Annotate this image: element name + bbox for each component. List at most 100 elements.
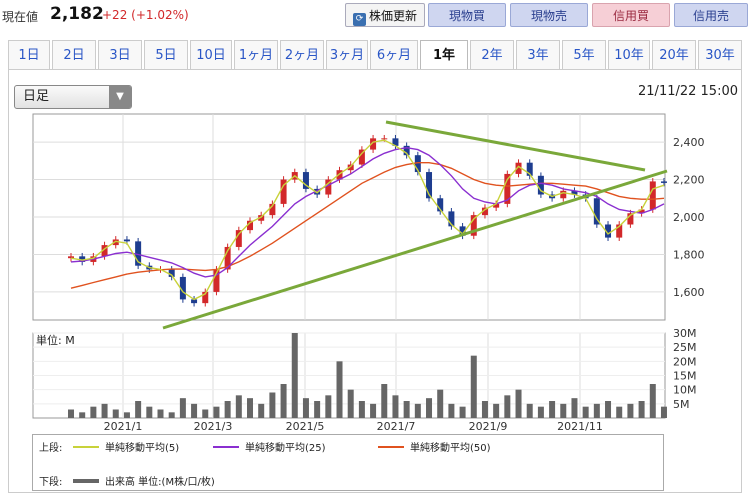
candle-body xyxy=(302,172,309,189)
candle-body xyxy=(515,162,522,174)
candle-body xyxy=(660,181,667,183)
volume-bar xyxy=(291,333,298,418)
chevron-down-icon: ▼ xyxy=(109,86,131,108)
price-tick-label: 2,000 xyxy=(673,211,705,224)
candle-body xyxy=(448,211,455,227)
cash-sell-button[interactable]: 現物売 xyxy=(510,3,588,27)
candle-body xyxy=(213,269,220,292)
candle-body xyxy=(381,138,388,140)
legend-sma50: 単純移動平均(50) xyxy=(378,439,491,454)
volume-bar xyxy=(358,401,365,418)
tab-period-14[interactable]: 20年 xyxy=(652,40,696,70)
candle-body xyxy=(191,299,198,304)
legend-lower-label: 下段: xyxy=(39,477,63,488)
candle-body xyxy=(247,220,254,231)
candle-body xyxy=(638,209,645,214)
candle-body xyxy=(79,256,86,262)
volume-bar xyxy=(247,398,254,418)
tab-period-2[interactable]: 3日 xyxy=(98,40,142,70)
candle-body xyxy=(336,170,343,180)
x-tick-label: 2021/1 xyxy=(104,420,143,433)
x-tick-label: 2021/11 xyxy=(557,420,603,433)
price-tick-label: 2,200 xyxy=(673,174,705,187)
candle-body xyxy=(370,138,377,150)
candle-body xyxy=(224,246,231,270)
current-price-label: 現在値 xyxy=(2,10,39,24)
candle-body xyxy=(470,215,477,236)
tab-period-13[interactable]: 10年 xyxy=(608,40,650,70)
volume-bar xyxy=(459,406,466,418)
volume-bar xyxy=(537,406,544,418)
margin-buy-button[interactable]: 信用買 xyxy=(592,3,670,27)
volume-bar xyxy=(135,401,142,418)
candle-body xyxy=(414,155,421,173)
sma5-line xyxy=(70,139,665,301)
volume-bar xyxy=(605,401,612,418)
volume-bar xyxy=(515,389,522,418)
cash-buy-button[interactable]: 現物買 xyxy=(428,3,506,27)
tab-period-0[interactable]: 1日 xyxy=(8,40,50,70)
candle-body xyxy=(101,245,108,257)
support-trendline xyxy=(162,169,668,330)
volume-bar xyxy=(347,389,354,418)
price-tick-label: 1,800 xyxy=(673,248,705,261)
volume-bar xyxy=(571,398,578,418)
candle-body xyxy=(68,256,74,259)
sma50-swatch xyxy=(378,446,404,448)
volume-bar xyxy=(90,406,97,418)
candle-body xyxy=(537,175,544,195)
volume-tick-label: 20M xyxy=(673,355,697,368)
volume-bar xyxy=(269,392,276,418)
volume-bar xyxy=(224,401,231,418)
candle-body xyxy=(325,179,332,195)
candle-body xyxy=(437,198,444,212)
candle-body xyxy=(593,198,600,225)
volume-bar xyxy=(202,409,209,418)
tab-period-5[interactable]: 1ヶ月 xyxy=(234,40,278,70)
volume-bar xyxy=(392,395,399,418)
price-tick-label: 2,400 xyxy=(673,136,705,149)
refresh-price-button[interactable]: ⟳ 株価更新 xyxy=(345,3,425,27)
interval-select[interactable]: 日足 ▼ xyxy=(14,85,132,109)
quote-header: 現在値 2,182 +22 (+1.02%) ⟳ 株価更新 現物買 現物売 信用買… xyxy=(0,0,750,32)
volume-bar xyxy=(616,406,623,418)
volume-bar xyxy=(582,406,589,418)
tab-period-7[interactable]: 3ヶ月 xyxy=(326,40,368,70)
margin-sell-button[interactable]: 信用売 xyxy=(674,3,748,27)
volume-bar xyxy=(325,395,332,418)
tab-period-11[interactable]: 3年 xyxy=(516,40,560,70)
legend-sma25-label: 単純移動平均(25) xyxy=(245,443,326,454)
tab-period-10[interactable]: 2年 xyxy=(470,40,514,70)
volume-tick-label: 15M xyxy=(673,370,697,383)
volume-bar xyxy=(68,409,74,418)
tab-period-15[interactable]: 30年 xyxy=(698,40,742,70)
volume-bar xyxy=(157,409,164,418)
candle-body xyxy=(616,224,623,238)
volume-bar xyxy=(638,401,645,418)
x-tick-label: 2021/5 xyxy=(286,420,325,433)
tab-period-8[interactable]: 6ヶ月 xyxy=(370,40,418,70)
tab-period-1[interactable]: 2日 xyxy=(52,40,96,70)
candle-body xyxy=(179,276,186,300)
tab-period-12[interactable]: 5年 xyxy=(562,40,606,70)
volume-swatch xyxy=(73,479,99,483)
candle-body xyxy=(426,172,433,199)
volume-bar xyxy=(448,403,455,418)
tab-period-3[interactable]: 5日 xyxy=(144,40,188,70)
tab-period-6[interactable]: 2ヶ月 xyxy=(280,40,324,70)
tab-period-9[interactable]: 1年 xyxy=(420,40,468,70)
candle-body xyxy=(135,241,142,266)
candle-body xyxy=(504,173,511,204)
legend-sma50-label: 単純移動平均(50) xyxy=(410,443,491,454)
volume-bar xyxy=(191,403,198,418)
x-tick-label: 2021/9 xyxy=(469,420,508,433)
volume-bar xyxy=(649,384,656,418)
sma25-line xyxy=(70,146,665,278)
candle-body xyxy=(123,239,130,242)
volume-tick-label: 25M xyxy=(673,341,697,354)
tab-period-4[interactable]: 10日 xyxy=(190,40,232,70)
candle-body xyxy=(627,213,634,225)
volume-bar xyxy=(593,403,600,418)
candle-body xyxy=(358,149,365,165)
chart-legend: 上段: 単純移動平均(5) 単純移動平均(25) 単純移動平均(50) 下段: … xyxy=(32,434,664,491)
